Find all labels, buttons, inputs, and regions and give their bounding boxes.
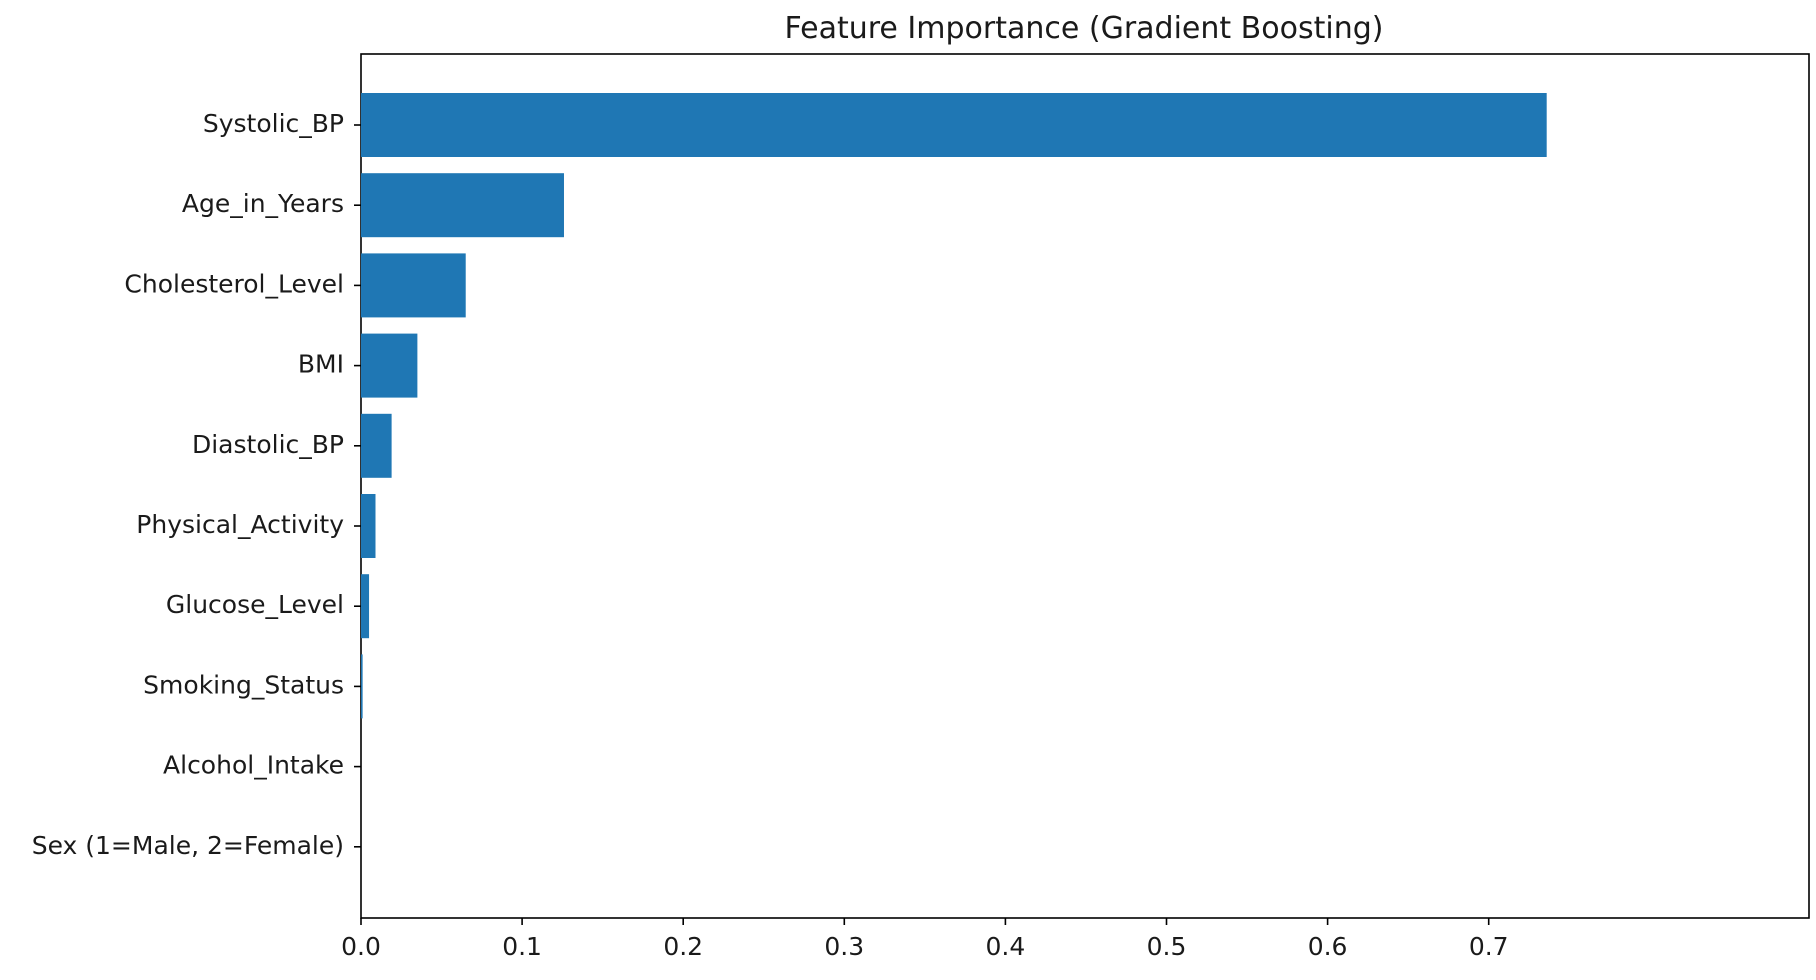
- x-tick-label: 0.0: [341, 932, 381, 961]
- y-tick-label: Alcohol_Intake: [163, 751, 344, 780]
- plot-frame: [360, 53, 1810, 919]
- bar: [361, 413, 392, 478]
- y-tick-label: Systolic_BP: [203, 109, 344, 138]
- y-tick-label: Smoking_Status: [143, 670, 344, 699]
- bar: [361, 494, 376, 558]
- y-tick-label: BMI: [298, 350, 344, 379]
- bar: [361, 654, 363, 719]
- bar: [361, 333, 418, 398]
- y-tick-label: Glucose_Level: [166, 590, 344, 619]
- x-tick-label: 0.1: [502, 932, 542, 961]
- y-tick-label: Sex (1=Male, 2=Female): [32, 831, 344, 860]
- y-axis: Systolic_BP Age_in_Years Cholesterol_Level…: [32, 109, 361, 860]
- x-tick-label: 0.6: [1308, 932, 1348, 961]
- x-tick-label: 0.2: [663, 932, 703, 961]
- bar: [361, 173, 564, 238]
- x-tick-label: 0.3: [824, 932, 864, 961]
- bars-layer: [361, 93, 1547, 719]
- y-tick-label: Diastolic_BP: [192, 430, 344, 459]
- x-axis: 0.0 0.1 0.2 0.3 0.4 0.5 0.6 0.7: [341, 918, 1509, 961]
- y-tick-label: Physical_Activity: [136, 510, 344, 539]
- y-tick-label: Cholesterol_Level: [124, 269, 344, 298]
- x-tick-label: 0.4: [986, 932, 1026, 961]
- x-tick-label: 0.7: [1469, 932, 1509, 961]
- bar: [361, 574, 370, 639]
- bar: [361, 93, 1547, 157]
- x-tick-label: 0.5: [1147, 932, 1187, 961]
- y-tick-label: Age_in_Years: [182, 189, 344, 218]
- bar: [361, 253, 466, 318]
- chart-title: Feature Importance (Gradient Boosting): [785, 11, 1384, 46]
